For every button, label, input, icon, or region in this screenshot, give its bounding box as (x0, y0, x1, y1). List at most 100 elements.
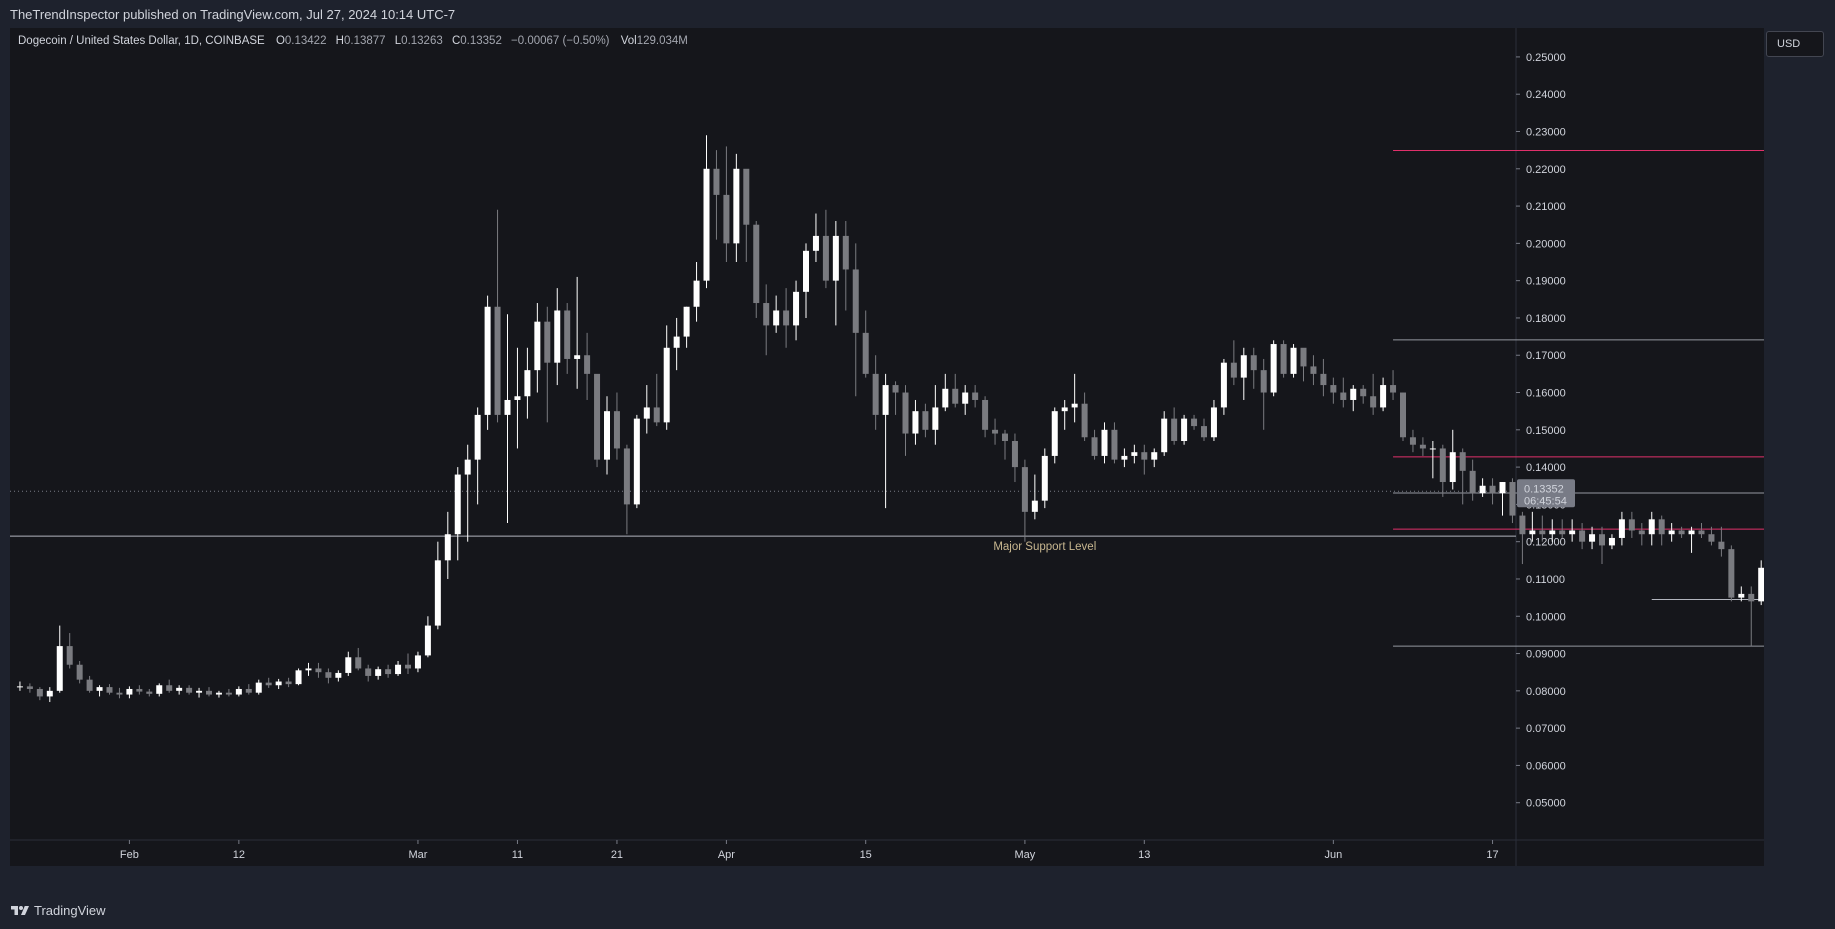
candle-body (1748, 593, 1755, 602)
candle-body (1419, 444, 1426, 449)
candle-body (1519, 515, 1526, 535)
time-tick-label: May (1015, 849, 1036, 861)
candle-body (1638, 530, 1645, 535)
candle-body (355, 657, 362, 669)
symbol-name[interactable]: Dogecoin / United States Dollar, 1D, COI… (18, 35, 265, 47)
candle-body (26, 686, 33, 689)
time-tick-label: 11 (512, 849, 523, 861)
price-tick-label: 0.11000 (1526, 574, 1565, 586)
candle-body (16, 686, 23, 688)
candle-body (564, 310, 571, 359)
candle-body (623, 448, 630, 505)
time-tick-label: Apr (718, 849, 735, 861)
candle-body (832, 235, 839, 281)
candle-body (414, 655, 421, 669)
candle-body (46, 690, 53, 697)
candle-body (206, 690, 212, 695)
candle-body (554, 310, 561, 363)
candle-body (922, 411, 929, 430)
candle-body (1121, 455, 1128, 460)
candle-body (534, 321, 541, 371)
candle-body (992, 429, 999, 434)
candle-body (1031, 500, 1038, 512)
candle-body (693, 280, 700, 307)
volume-value: 129.034M (636, 35, 688, 47)
candle-body (1539, 530, 1546, 535)
candle-body (1489, 485, 1496, 494)
low-label: L (394, 35, 402, 47)
low-value: 0.13263 (401, 35, 443, 47)
price-tick-label: 0.08000 (1526, 686, 1566, 698)
candle-body (604, 411, 610, 460)
candle-body (1041, 455, 1048, 501)
candle-body (663, 347, 670, 423)
price-tick-label: 0.23000 (1526, 126, 1566, 138)
candle-body (514, 396, 521, 400)
open-label: O (275, 35, 285, 47)
candle-body (1191, 418, 1198, 427)
candle-body (1131, 452, 1138, 456)
candlestick-chart[interactable]: 0.25000 0.24000 0.23000 0.22000 0.21000 0.200… (10, 28, 1764, 866)
candle-body (385, 669, 392, 675)
candle-body (395, 664, 402, 675)
candle-body (56, 646, 63, 691)
candle-body (504, 399, 511, 415)
candle-body (484, 306, 491, 415)
price-tick-label: 0.16000 (1526, 388, 1566, 400)
currency-button[interactable]: USD (1766, 31, 1824, 57)
candle-body (1141, 452, 1148, 460)
candle-body (1111, 429, 1118, 460)
open-value: 0.13422 (284, 35, 327, 47)
candle-body (1618, 519, 1625, 538)
candle-body (305, 668, 312, 671)
last-price-badge-bg (1517, 479, 1575, 508)
candle-body (1658, 519, 1665, 535)
chart-panel[interactable]: 0.25000 0.24000 0.23000 0.22000 0.21000 0.200… (10, 28, 1764, 866)
candle-body (683, 306, 690, 337)
candle-body (345, 657, 352, 673)
candle-body (1479, 485, 1486, 494)
candle-body (464, 459, 471, 475)
price-tick-label: 0.15000 (1526, 425, 1566, 437)
candle-body (1469, 470, 1476, 494)
candle-body (1210, 407, 1217, 438)
candle-body (1230, 362, 1237, 378)
candle-body (1260, 370, 1267, 393)
candle-body (86, 679, 93, 691)
candle-body (1181, 418, 1188, 441)
countdown-value: 06:45:54 (1524, 495, 1567, 507)
candle-body (474, 414, 481, 460)
candle-body (1300, 347, 1307, 367)
candle-body (803, 250, 809, 292)
candle-body (1081, 403, 1088, 438)
candle-body (1678, 530, 1685, 535)
price-tick-label: 0.22000 (1526, 164, 1566, 176)
price-tick-label: 0.24000 (1526, 89, 1566, 101)
price-tick-label: 0.06000 (1526, 760, 1566, 772)
price-tick-label: 0.14000 (1526, 462, 1566, 474)
candle-body (1529, 530, 1536, 535)
candle-body (793, 291, 800, 326)
candle-body (1579, 530, 1586, 542)
tradingview-brand[interactable]: TradingView (10, 903, 106, 918)
candle-body (116, 692, 123, 695)
candle-body (872, 373, 879, 415)
candle-body (733, 168, 740, 244)
candle-body (444, 534, 451, 561)
candle-body (1071, 403, 1078, 408)
candle-body (454, 474, 461, 535)
candle-body (1429, 448, 1436, 450)
candle-body (375, 669, 382, 676)
candle-body (1101, 429, 1108, 456)
candle-body (225, 692, 232, 695)
candle-body (1171, 418, 1178, 441)
candle-body (584, 355, 591, 374)
candle-body (1628, 519, 1635, 531)
price-tick-label: 0.17000 (1526, 350, 1566, 362)
candle-body (942, 388, 949, 408)
last-price-value: 0.13352 (1524, 483, 1564, 495)
candle-body (1549, 530, 1556, 535)
candle-body (982, 399, 989, 430)
candle-body (1330, 385, 1337, 393)
